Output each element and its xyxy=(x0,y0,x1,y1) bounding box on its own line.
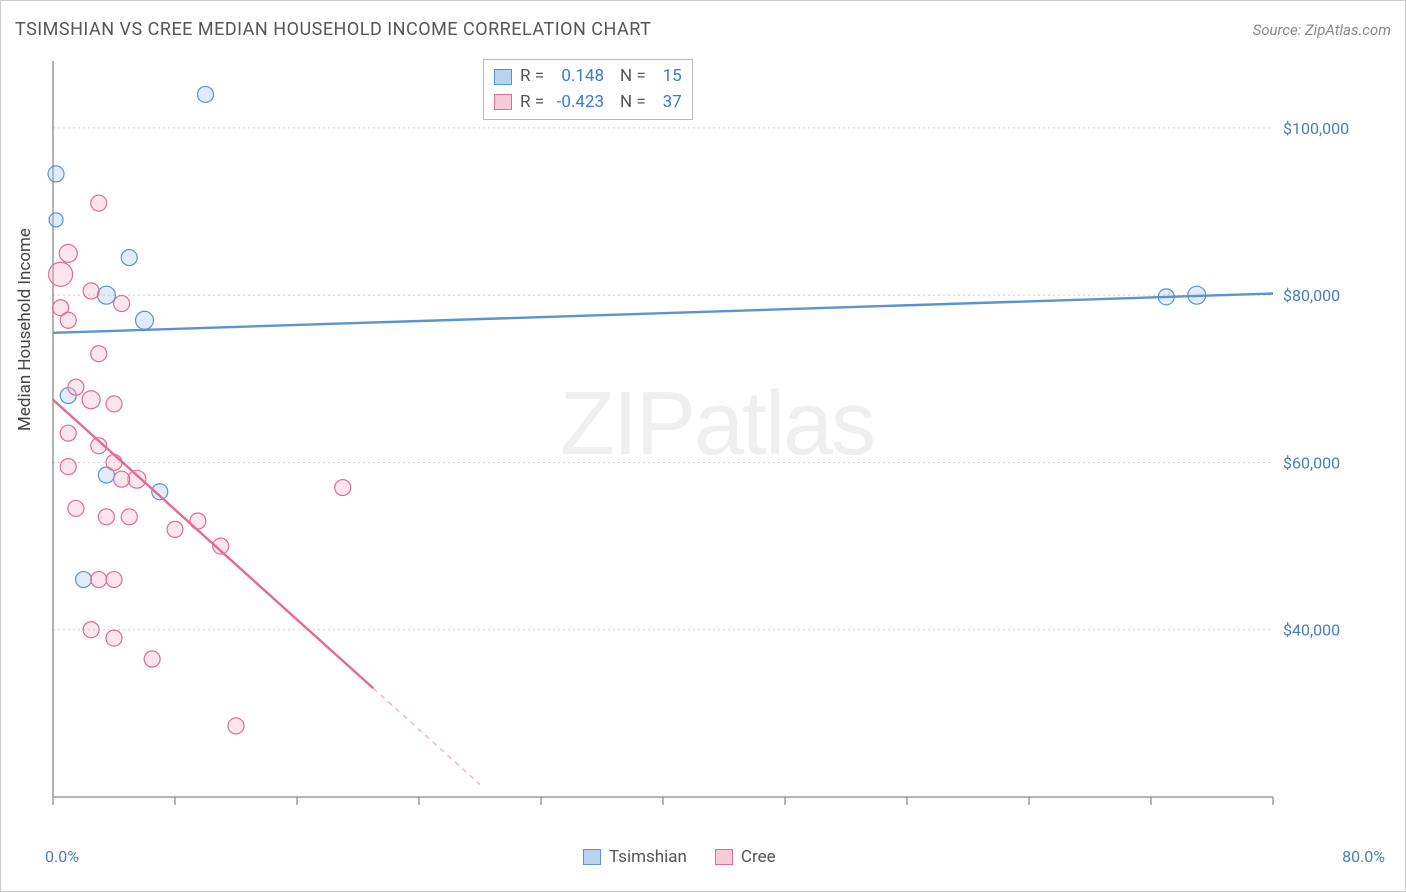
legend-item-cree: Cree xyxy=(715,847,776,867)
data-point-cree xyxy=(167,521,183,537)
trendline-tsimshian xyxy=(53,294,1273,333)
data-point-cree xyxy=(114,296,130,312)
legend-r-value: -0.423 xyxy=(552,90,604,116)
y-tick-label: $40,000 xyxy=(1283,621,1340,640)
plot-svg: $40,000 $60,000 $80,000 $100,000 xyxy=(47,55,1387,815)
y-axis-label: Median Household Income xyxy=(15,228,35,431)
data-point-tsimshian xyxy=(136,311,154,329)
chart-container: TSIMSHIAN VS CREE MEDIAN HOUSEHOLD INCOM… xyxy=(0,0,1406,892)
data-point-cree xyxy=(49,262,73,286)
data-point-tsimshian xyxy=(48,166,64,182)
data-point-cree xyxy=(121,509,137,525)
data-point-cree xyxy=(59,244,77,262)
legend-r-value: 0.148 xyxy=(552,64,604,90)
data-point-cree xyxy=(114,471,130,487)
y-tick-label: $60,000 xyxy=(1283,453,1340,472)
data-point-cree xyxy=(106,630,122,646)
legend-series-name: Tsimshian xyxy=(609,847,687,867)
correlation-legend: R = 0.148 N = 15 R = -0.423 N = 37 xyxy=(483,59,693,120)
data-point-tsimshian xyxy=(97,286,115,304)
data-point-cree xyxy=(98,509,114,525)
y-tick-label: $100,000 xyxy=(1283,119,1349,138)
legend-r-label: R = xyxy=(520,90,544,116)
legend-swatch xyxy=(583,849,601,865)
legend-n-label: N = xyxy=(620,64,646,90)
x-axis-start-label: 0.0% xyxy=(45,847,79,866)
x-axis-end-label: 80.0% xyxy=(1342,847,1385,866)
data-point-cree xyxy=(335,480,351,496)
legend-n-value: 37 xyxy=(654,90,682,116)
data-point-cree xyxy=(128,470,146,488)
data-point-cree xyxy=(68,500,84,516)
legend-item-tsimshian: Tsimshian xyxy=(583,847,687,867)
plot-area: $40,000$60,000$80,000$100,000 ZIPatlas R… xyxy=(47,55,1387,815)
data-point-cree xyxy=(106,454,122,470)
series-legend: Tsimshian Cree xyxy=(583,847,776,867)
data-point-cree xyxy=(83,622,99,638)
data-point-tsimshian xyxy=(198,86,214,102)
data-point-cree xyxy=(83,283,99,299)
trendline-extend-cree xyxy=(373,688,480,784)
data-point-cree xyxy=(60,425,76,441)
trendline-cree xyxy=(53,400,373,689)
legend-n-value: 15 xyxy=(654,64,682,90)
source-credit: Source: ZipAtlas.com xyxy=(1253,21,1391,39)
data-point-cree xyxy=(106,572,122,588)
title-bar: TSIMSHIAN VS CREE MEDIAN HOUSEHOLD INCOM… xyxy=(15,19,1391,40)
legend-series-name: Cree xyxy=(741,847,776,867)
legend-swatch xyxy=(715,849,733,865)
legend-swatch xyxy=(494,69,512,85)
legend-r-label: R = xyxy=(520,64,544,90)
data-point-cree xyxy=(91,346,107,362)
data-point-tsimshian xyxy=(121,250,137,266)
data-point-cree xyxy=(82,391,100,409)
data-point-tsimshian xyxy=(76,572,92,588)
data-point-cree xyxy=(144,651,160,667)
data-point-tsimshian xyxy=(49,213,63,227)
data-point-cree xyxy=(60,459,76,475)
data-point-cree xyxy=(68,379,84,395)
legend-stats-row-tsimshian: R = 0.148 N = 15 xyxy=(494,64,682,90)
data-point-cree xyxy=(60,312,76,328)
legend-n-label: N = xyxy=(620,90,646,116)
data-point-cree xyxy=(228,718,244,734)
data-point-cree xyxy=(91,572,107,588)
legend-swatch xyxy=(494,94,512,110)
y-tick-label: $80,000 xyxy=(1283,286,1340,305)
data-point-cree xyxy=(106,396,122,412)
chart-title: TSIMSHIAN VS CREE MEDIAN HOUSEHOLD INCOM… xyxy=(15,19,651,40)
legend-stats-row-cree: R = -0.423 N = 37 xyxy=(494,90,682,116)
data-point-cree xyxy=(91,195,107,211)
